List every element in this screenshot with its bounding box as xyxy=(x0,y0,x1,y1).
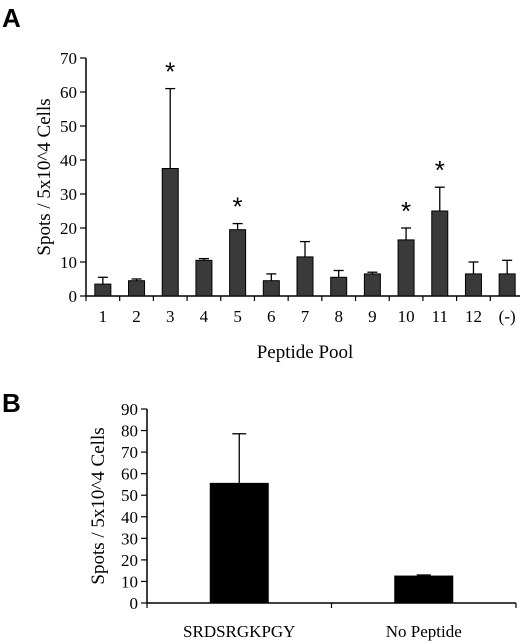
panel-a-bar xyxy=(128,280,146,297)
panel-a-label: A xyxy=(2,3,21,33)
panel-b-y-tick-label: 70 xyxy=(121,443,138,462)
panel-b-chart: 0 10 20 30 40 50 60 70 80 90 SRDSRGKPGY No Peptide S… xyxy=(88,400,517,641)
panel-b-category-label: No Peptide xyxy=(386,622,462,641)
panel-a-significance-marker: * xyxy=(165,57,175,87)
panel-b-category-label: SRDSRGKPGY xyxy=(183,622,295,641)
panel-a-category-label: 2 xyxy=(132,307,141,326)
panel-a-category-label: 9 xyxy=(368,307,377,326)
panel-a-y-tick-label: 0 xyxy=(69,287,78,306)
panel-a-bar xyxy=(229,229,247,297)
panel-a-category-label: 5 xyxy=(233,307,242,326)
panel-a-bar xyxy=(161,168,179,297)
panel-a-significance-marker: * xyxy=(233,192,243,222)
panel-a-y-axis-title: Spots / 5x10^4 Cells xyxy=(34,98,55,255)
panel-a-y-tick-label: 70 xyxy=(60,49,77,68)
panel-b-y-tick-label: 20 xyxy=(121,551,138,570)
panel-a-y-tick-label: 60 xyxy=(60,83,77,102)
panel-b-y-tick-label: 40 xyxy=(121,508,138,527)
panel-a-y-tick-label: 20 xyxy=(60,219,77,238)
panel-b-label: B xyxy=(2,388,21,418)
panel-b-bar xyxy=(209,482,269,604)
panel-b-y-tick-label: 10 xyxy=(121,572,138,591)
panel-a-bar xyxy=(296,256,314,297)
panel-a-bar xyxy=(431,210,449,297)
panel-a-bar xyxy=(363,273,381,297)
panel-a-bar xyxy=(464,273,482,297)
panel-a-category-label: 3 xyxy=(166,307,175,326)
panel-a-x-axis-title: Peptide Pool xyxy=(257,342,354,363)
panel-a-significance-marker: * xyxy=(401,196,411,226)
panel-a-category-label: 12 xyxy=(465,307,482,326)
panel-a-category-label: (-) xyxy=(499,307,516,326)
panel-b-y-tick-label: 80 xyxy=(121,422,138,441)
panel-b-y-tick-label: 30 xyxy=(121,529,138,548)
panel-a-category-label: 8 xyxy=(334,307,343,326)
panel-b-y-tick-label: 90 xyxy=(121,400,138,419)
panel-b-y-tick-label: 0 xyxy=(130,594,139,613)
panel-b-bar xyxy=(394,575,454,604)
panel-a-y-tick-label: 10 xyxy=(60,253,77,272)
panel-a-bar xyxy=(498,273,516,297)
panel-a-y-tick-label: 30 xyxy=(60,185,77,204)
panel-a-category-label: 7 xyxy=(301,307,310,326)
panel-a-category-label: 6 xyxy=(267,307,276,326)
panel-a-y-tick-label: 50 xyxy=(60,117,77,136)
panel-a-bar xyxy=(94,283,112,297)
panel-a-y-tick-label: 40 xyxy=(60,151,77,170)
panel-b-y-axis-title: Spots / 5x10^4 Cells xyxy=(88,427,109,584)
panel-a-significance-marker: * xyxy=(435,155,445,185)
panel-a-category-label: 11 xyxy=(432,307,448,326)
panel-a-category-label: 10 xyxy=(398,307,415,326)
panel-a-bar xyxy=(397,239,415,297)
panel-a-category-label: 4 xyxy=(200,307,209,326)
panel-b-y-tick-label: 60 xyxy=(121,465,138,484)
panel-a-bar xyxy=(262,280,280,297)
panel-a-bar xyxy=(330,276,348,297)
panel-a-category-label: 1 xyxy=(99,307,108,326)
panel-b-y-tick-label: 50 xyxy=(121,486,138,505)
panel-a-bar xyxy=(195,259,213,297)
